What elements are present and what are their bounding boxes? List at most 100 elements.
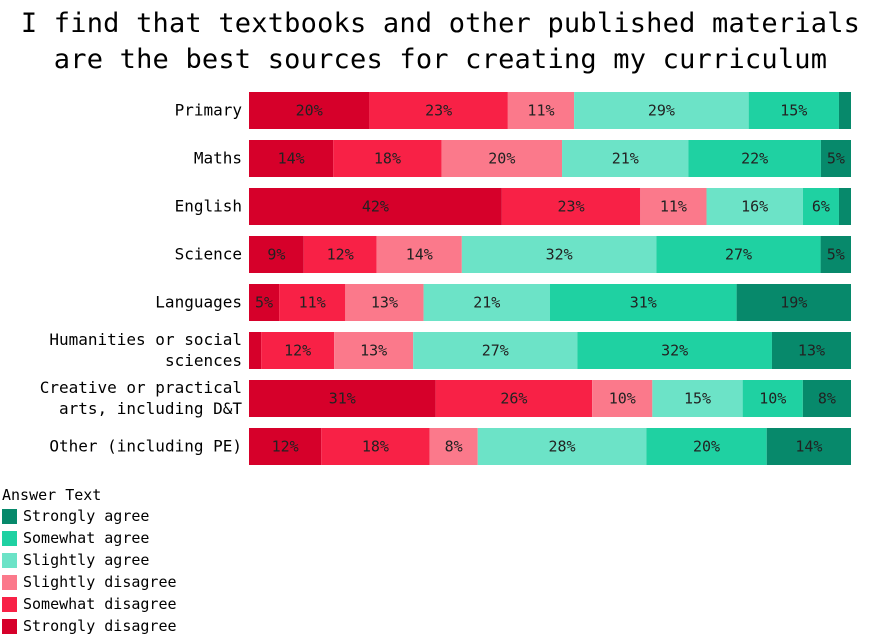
legend-item-slightly-agree: Slightly agree <box>2 549 177 571</box>
data-label-1-4: 22% <box>741 150 768 168</box>
data-label-4-2: 13% <box>371 294 398 312</box>
category-label-5-line-2: sciences <box>165 351 242 370</box>
data-label-6-3: 15% <box>684 390 711 408</box>
category-label-7: Other (including PE) <box>49 437 242 456</box>
bar-segment-1-2 <box>441 140 563 177</box>
data-label-1-3: 21% <box>612 150 639 168</box>
bar-segment-1-1 <box>333 140 442 177</box>
bar-segment-0-3 <box>574 92 749 129</box>
data-label-5-2: 13% <box>360 342 387 360</box>
bar-segment-2-0 <box>249 188 502 225</box>
bar-segment-3-1 <box>303 236 377 273</box>
bar-segment-3-3 <box>461 236 657 273</box>
legend-item-strongly-agree: Strongly agree <box>2 505 177 527</box>
data-label-6-2: 10% <box>609 390 636 408</box>
data-label-6-4: 10% <box>759 390 786 408</box>
bar-segment-5-4 <box>577 332 772 369</box>
data-label-3-1: 12% <box>327 246 354 264</box>
data-label-3-5: 5% <box>827 246 845 264</box>
chart-title-line-1: I find that textbooks and other publishe… <box>20 8 861 39</box>
legend-swatch <box>2 596 17 612</box>
category-label-6-line-2: arts, including D&T <box>59 399 242 418</box>
data-label-7-3: 28% <box>548 438 575 456</box>
bar-segment-6-4 <box>742 380 803 417</box>
bar-segment-0-5 <box>838 92 851 129</box>
bar-segment-0-0 <box>249 92 370 129</box>
stacked-bar-chart: 20% 23% 11% 29% 15% Primary 14% 18% 20% 21% 22% 5% M… <box>40 92 851 465</box>
data-label-0-2: 11% <box>527 102 554 120</box>
data-label-1-2: 20% <box>488 150 515 168</box>
legend-label: Somewhat agree <box>23 529 150 547</box>
legend-swatch <box>2 508 17 524</box>
data-label-6-5: 8% <box>818 390 836 408</box>
data-label-7-5: 14% <box>795 438 822 456</box>
bar-segment-3-5 <box>820 236 851 273</box>
legend-item-somewhat-agree: Somewhat agree <box>2 527 177 549</box>
legend-swatch <box>2 618 17 634</box>
legend-title: Answer Text <box>2 486 102 504</box>
bar-segment-7-0 <box>249 428 322 465</box>
bar-segment-2-1 <box>501 188 641 225</box>
legend-item-strongly-disagree: Strongly disagree <box>2 615 177 637</box>
data-label-5-3: 27% <box>482 342 509 360</box>
data-label-7-4: 20% <box>693 438 720 456</box>
legend-label: Slightly disagree <box>23 573 177 591</box>
bar-segment-6-0 <box>249 380 436 417</box>
bar-segment-5-2 <box>334 332 414 369</box>
data-label-1-0: 14% <box>278 150 305 168</box>
bar-segment-7-3 <box>477 428 647 465</box>
category-label-1: Maths <box>194 149 242 168</box>
bar-segment-2-5 <box>838 188 851 225</box>
category-label-4: Languages <box>155 293 242 312</box>
data-label-2-2: 11% <box>660 198 687 216</box>
bar-segment-4-2 <box>345 284 424 321</box>
data-label-6-1: 26% <box>500 390 527 408</box>
data-label-7-2: 8% <box>445 438 463 456</box>
legend: Answer Text Strongly agree Somewhat agree… <box>2 485 177 637</box>
bar-segment-4-3 <box>423 284 550 321</box>
data-label-4-5: 19% <box>780 294 807 312</box>
bar-segment-6-2 <box>592 380 653 417</box>
legend-label: Somewhat disagree <box>23 595 177 613</box>
legend-label: Slightly agree <box>23 551 150 569</box>
bar-segment-0-4 <box>748 92 839 129</box>
legend-item-somewhat-disagree: Somewhat disagree <box>2 593 177 615</box>
chart-title: I find that textbooks and other publishe… <box>0 6 881 78</box>
bar-segment-2-2 <box>640 188 707 225</box>
data-label-2-1: 23% <box>558 198 585 216</box>
data-label-4-1: 11% <box>299 294 326 312</box>
data-label-3-4: 27% <box>725 246 752 264</box>
bar-segment-6-1 <box>435 380 593 417</box>
bar-segment-7-1 <box>321 428 430 465</box>
chart-title-line-2: are the best sources for creating my cur… <box>53 44 828 75</box>
category-label-3: Science <box>175 245 242 264</box>
data-label-0-4: 15% <box>780 102 807 120</box>
legend-swatch <box>2 552 17 568</box>
category-label-6-line-1: Creative or practical <box>40 378 242 397</box>
data-label-4-0: 5% <box>255 294 273 312</box>
bar-segment-0-1 <box>369 92 508 129</box>
data-label-2-3: 16% <box>741 198 768 216</box>
data-label-5-1: 12% <box>284 342 311 360</box>
data-label-2-4: 6% <box>812 198 830 216</box>
bar-segment-2-3 <box>706 188 803 225</box>
bar-segment-7-5 <box>766 428 851 465</box>
bar-segment-7-2 <box>429 428 478 465</box>
data-label-5-4: 32% <box>661 342 688 360</box>
bar-segment-5-0 <box>249 332 262 369</box>
bar-segment-5-5 <box>771 332 851 369</box>
bar-segment-4-0 <box>249 284 280 321</box>
category-label-0: Primary <box>175 101 243 120</box>
bar-segment-6-5 <box>802 380 851 417</box>
bar-segment-1-0 <box>249 140 334 177</box>
data-label-7-1: 18% <box>362 438 389 456</box>
legend-label: Strongly agree <box>23 507 150 525</box>
data-label-1-5: 5% <box>827 150 845 168</box>
category-label-5-line-1: Humanities or social <box>49 330 242 349</box>
bar-segment-3-0 <box>249 236 304 273</box>
bar-segment-4-1 <box>279 284 346 321</box>
bar-segment-5-1 <box>261 332 335 369</box>
bar-segment-7-4 <box>646 428 767 465</box>
legend-label: Strongly disagree <box>23 617 177 635</box>
legend-item-slightly-disagree: Slightly disagree <box>2 571 177 593</box>
